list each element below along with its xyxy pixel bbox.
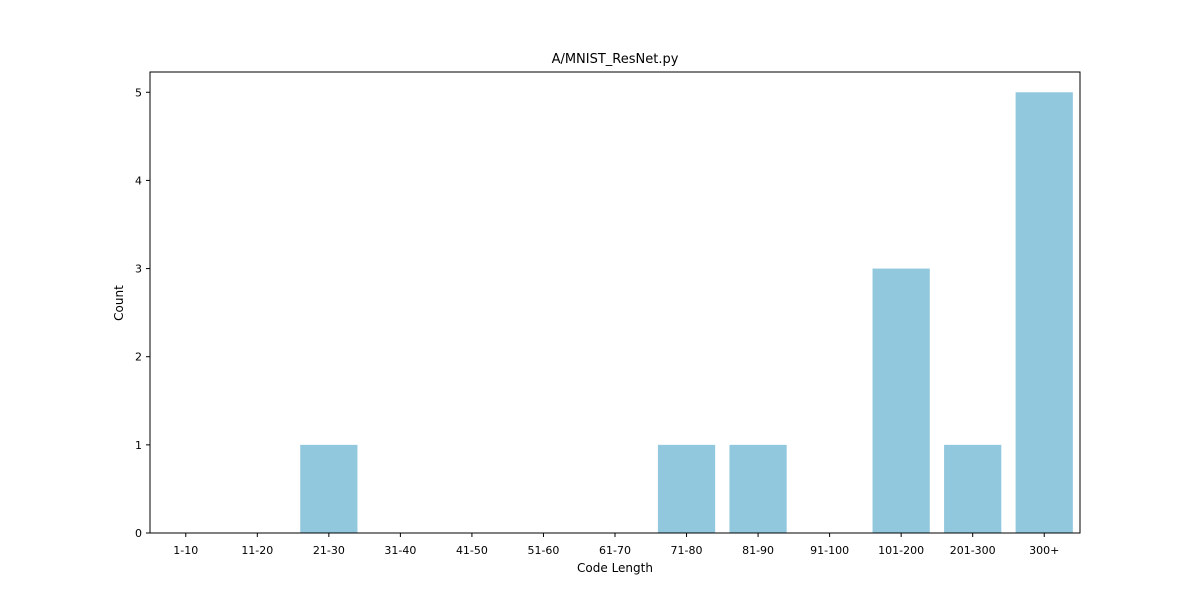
bar-81-90: [729, 444, 787, 533]
bar-21-30: [300, 444, 358, 533]
chart-title: A/MNIST_ResNet.py: [552, 52, 679, 67]
y-tick-label: 2: [135, 351, 142, 364]
x-tick-label: 61-70: [599, 544, 631, 557]
x-tick-label: 51-60: [527, 544, 559, 557]
x-tick-label: 71-80: [671, 544, 703, 557]
y-tick-label: 4: [135, 174, 142, 187]
x-tick-label: 101-200: [878, 544, 924, 557]
x-tick-label: 201-300: [950, 544, 996, 557]
x-tick-label: 41-50: [456, 544, 488, 557]
x-tick-label: 21-30: [313, 544, 345, 557]
y-axis-label: Count: [112, 285, 126, 321]
bar-71-80: [657, 444, 716, 533]
bar-101-200: [872, 268, 930, 533]
x-axis-label: Code Length: [577, 561, 653, 575]
plot-frame: [149, 71, 1081, 534]
bars-group: [300, 92, 1073, 533]
bar-300+: [1015, 92, 1073, 533]
x-axis-ticks: 1-10 11-20 21-30 31-40 41-50 51-60 61-70 71-80 8…: [173, 533, 1059, 557]
bar-201-300: [944, 444, 1002, 533]
x-tick-label: 300+: [1029, 544, 1059, 557]
y-tick-label: 5: [135, 86, 142, 99]
x-tick-label: 11-20: [241, 544, 273, 557]
x-tick-label: 1-10: [173, 544, 198, 557]
y-axis-ticks: 0 1 2 3 4 5: [135, 86, 150, 540]
y-tick-label: 3: [135, 263, 142, 276]
y-tick-label: 0: [135, 527, 142, 540]
x-tick-label: 91-100: [810, 544, 849, 557]
y-tick-label: 1: [135, 439, 142, 452]
x-tick-label: 81-90: [742, 544, 774, 557]
x-tick-label: 31-40: [384, 544, 416, 557]
